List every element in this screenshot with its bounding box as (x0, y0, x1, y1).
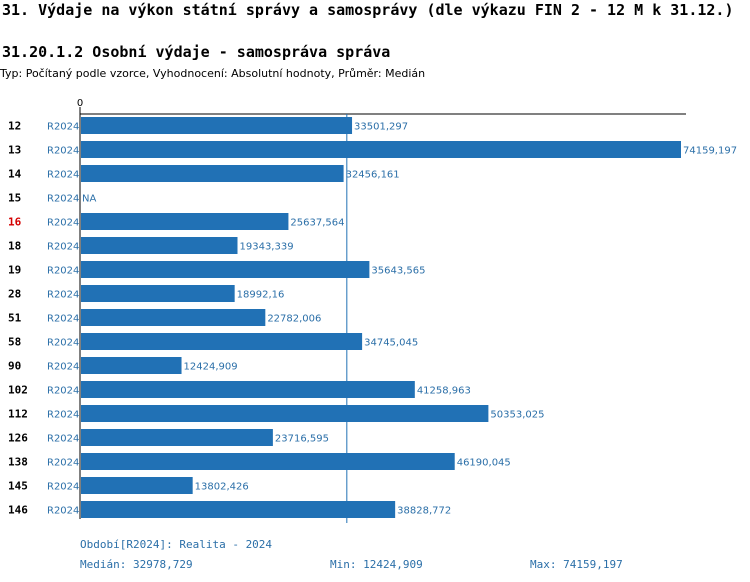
footer-min: Min: 12424,909 (330, 558, 423, 571)
bar (81, 261, 370, 278)
value-label: 41258,963 (417, 386, 471, 397)
bar (81, 165, 344, 182)
period-label: R2024 (47, 434, 79, 445)
category-label: 102 (8, 384, 28, 397)
category-label: 19 (8, 264, 21, 277)
period-label: R2024 (47, 386, 79, 397)
value-label: 32456,161 (346, 170, 400, 181)
value-label: 13802,426 (195, 482, 249, 493)
category-label: 13 (8, 144, 21, 157)
bar (81, 309, 266, 326)
footer-period: Období[R2024]: Realita - 2024 (80, 538, 273, 551)
period-label: R2024 (47, 122, 79, 133)
value-label: 38828,772 (397, 506, 451, 517)
bar-chart: 0 12 R2024 33501,297 13 R2024 74159,197 14 R2024… (8, 98, 737, 523)
category-label: 16 (8, 216, 22, 229)
value-label: 18992,16 (237, 290, 285, 301)
bar (81, 357, 182, 374)
bar (81, 333, 363, 350)
bar (81, 117, 353, 134)
chart-subtitle: 31.20.1.2 Osobní výdaje - samospráva spr… (2, 43, 391, 61)
value-label: 19343,339 (240, 242, 294, 253)
category-label: 145 (8, 480, 28, 493)
value-label: 23716,595 (275, 434, 329, 445)
period-label: R2024 (47, 146, 79, 157)
period-label: R2024 (47, 506, 79, 517)
value-label: 25637,564 (290, 218, 344, 229)
category-label: 15 (8, 192, 21, 205)
category-label: 28 (8, 288, 21, 301)
value-label: 74159,197 (683, 146, 737, 157)
period-label: R2024 (47, 458, 79, 469)
period-label: R2024 (47, 410, 79, 421)
category-label: 138 (8, 456, 28, 469)
period-label: R2024 (47, 290, 79, 301)
category-label: 12 (8, 120, 21, 133)
type-description: Typ: Počítaný podle vzorce, Vyhodnocení:… (0, 67, 426, 80)
value-label: 22782,006 (267, 314, 321, 325)
bar (81, 453, 455, 470)
period-label: R2024 (47, 314, 79, 325)
bar (81, 237, 238, 254)
period-label: R2024 (47, 362, 79, 373)
category-label: 126 (8, 432, 28, 445)
value-label: 46190,045 (457, 458, 511, 469)
period-label: R2024 (47, 218, 79, 229)
category-label: 14 (8, 168, 22, 181)
period-label: R2024 (47, 266, 79, 277)
category-label: 146 (8, 504, 28, 517)
category-label: 90 (8, 360, 21, 373)
value-label: 33501,297 (354, 122, 408, 133)
footer-max: Max: 74159,197 (530, 558, 623, 571)
bar (81, 501, 396, 518)
category-label: 58 (8, 336, 21, 349)
period-label: R2024 (47, 482, 79, 493)
bar (81, 429, 273, 446)
value-label: 50353,025 (490, 410, 544, 421)
period-label: R2024 (47, 242, 79, 253)
bar (81, 381, 415, 398)
value-label: 35643,565 (371, 266, 425, 277)
value-label: 34745,045 (364, 338, 418, 349)
period-label: R2024 (47, 338, 79, 349)
period-label: R2024 (47, 194, 79, 205)
axis-zero-label: 0 (77, 98, 83, 109)
category-label: 112 (8, 408, 28, 421)
page-title: 31. Výdaje na výkon státní správy a samo… (2, 1, 734, 19)
period-label: R2024 (47, 170, 79, 181)
bar (81, 141, 681, 158)
footer-median: Medián: 32978,729 (80, 558, 193, 571)
bar (81, 405, 489, 422)
value-label: 12424,909 (184, 362, 238, 373)
bar (81, 213, 289, 230)
category-label: 51 (8, 312, 22, 325)
bar (81, 285, 235, 302)
bar (81, 477, 193, 494)
category-label: 18 (8, 240, 21, 253)
value-label: NA (82, 194, 96, 205)
